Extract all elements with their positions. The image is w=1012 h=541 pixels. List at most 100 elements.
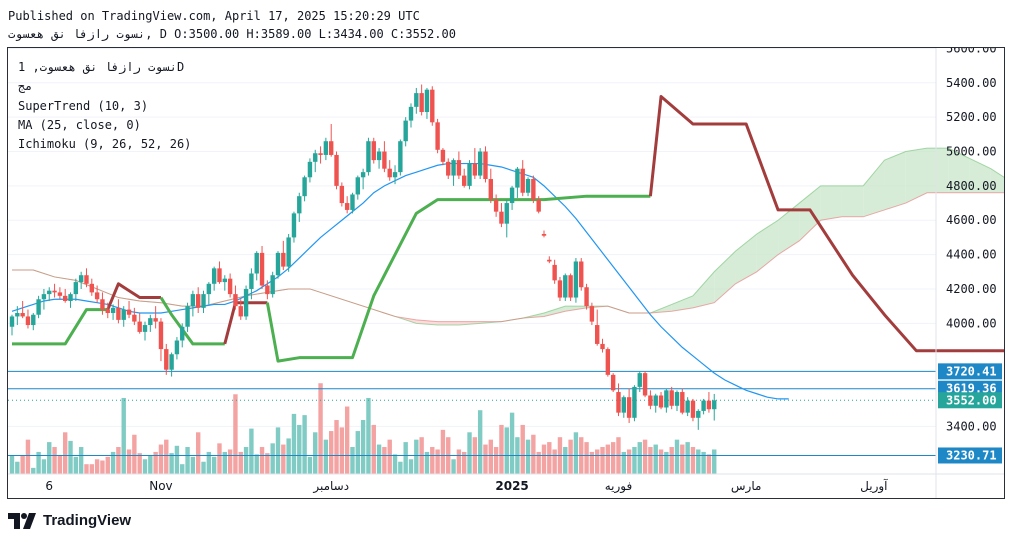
candle-body: [685, 400, 690, 413]
volume-bar: [100, 460, 105, 474]
volume-bar: [89, 464, 94, 474]
candle-body: [435, 122, 440, 150]
cloud-segment: [990, 168, 1004, 193]
volume-bar: [164, 439, 169, 474]
candle-body: [573, 261, 579, 298]
volume-bar: [105, 456, 110, 474]
volume-bar: [467, 432, 472, 474]
candle-body: [15, 313, 20, 317]
moving-average-line: [11, 162, 789, 400]
volume-bar: [15, 461, 20, 474]
volume-bar: [291, 413, 297, 474]
volume-bar: [509, 412, 515, 474]
cloud-segment: [671, 295, 693, 312]
volume-bar: [462, 451, 467, 474]
candle-body: [126, 309, 132, 315]
candle-body: [265, 285, 270, 295]
candle-body: [477, 151, 483, 176]
legend-supertrend[interactable]: SuperTrend (10, 3): [18, 99, 149, 113]
candle-body: [493, 199, 499, 212]
candle-body: [595, 325, 600, 344]
candle-body: [350, 194, 355, 210]
volume-bar: [712, 449, 717, 474]
candle-body: [78, 275, 84, 283]
volume-bar: [142, 459, 148, 474]
volume-bar: [392, 454, 398, 474]
candle-body: [31, 314, 36, 326]
cloud-segment: [544, 306, 566, 317]
candle-body: [164, 349, 169, 370]
legend-ichimoku[interactable]: Ichimoku (9, 26, 52, 26): [18, 137, 192, 151]
candle-body: [318, 153, 323, 155]
price-level-badge: [938, 392, 1002, 409]
candle-body: [302, 177, 307, 197]
tradingview-brand[interactable]: TradingView: [8, 512, 131, 529]
tradingview-logo-icon: [8, 512, 36, 529]
candle-body: [392, 172, 398, 178]
volume-bar: [350, 447, 355, 474]
volume-bar: [233, 394, 238, 474]
chart-panel[interactable]: 5600.00 5400.00 5200.00 5000.00 4800.00 4600.…: [7, 47, 1005, 499]
candle-body: [73, 282, 79, 295]
candle-body: [20, 313, 25, 317]
candle-body: [408, 106, 414, 121]
volume-bar: [84, 464, 89, 474]
cloud-segment: [799, 185, 821, 241]
supertrend-up: [265, 194, 651, 363]
volume-bar: [20, 455, 25, 474]
candle-body: [243, 288, 249, 317]
volume-bar: [254, 454, 259, 474]
candle-body: [137, 321, 142, 332]
volume-bar: [110, 451, 116, 474]
volume-bar: [536, 451, 541, 474]
volume-bar: [243, 447, 249, 474]
volume-bar: [525, 439, 531, 474]
volume-bar: [414, 439, 419, 474]
time-tick-label: دسامبر: [312, 479, 349, 494]
volume-bar: [126, 449, 132, 474]
volume-bar: [387, 439, 392, 474]
candle-body: [414, 93, 419, 107]
volume-bar: [270, 443, 275, 474]
time-tick-label: Nov: [149, 479, 172, 493]
ohlc-info: نسوت رازفا نق هعسوت, D O:3500.00 H:3589.…: [8, 27, 456, 41]
price-tick-label: 5400.00: [946, 76, 997, 90]
cloud-segment: [969, 158, 991, 193]
cloud-segment: [735, 233, 757, 284]
volume-bar: [238, 451, 243, 474]
candle-body: [153, 318, 158, 322]
candle-body: [52, 290, 57, 293]
candle-body: [323, 141, 329, 155]
candle-body: [680, 392, 685, 413]
candle-body: [249, 273, 254, 289]
legend-ma[interactable]: MA (25, close, 0): [18, 118, 141, 132]
volume-bar: [190, 456, 196, 474]
volume-bar: [573, 432, 579, 474]
volume-bar: [302, 415, 307, 474]
candle-body: [366, 141, 371, 173]
candle-body: [648, 395, 653, 406]
volume-bar: [206, 451, 212, 474]
candlestick-chart[interactable]: 5600.00 5400.00 5200.00 5000.00 4800.00 4600.…: [8, 48, 1004, 498]
volume-bar: [706, 454, 712, 474]
volume-bar: [41, 459, 47, 474]
candle-body: [63, 295, 68, 301]
price-level-label: 3552.00: [946, 393, 997, 407]
price-tick-label: 4600.00: [946, 213, 997, 227]
candle-body: [57, 292, 63, 296]
volume-bar: [63, 432, 68, 474]
volume-bar: [424, 451, 430, 474]
candle-body: [100, 299, 105, 310]
candle-body: [674, 392, 680, 406]
candle-body: [196, 294, 201, 308]
candle-body: [222, 278, 227, 283]
volume-bar: [201, 461, 206, 474]
candle-body: [68, 294, 73, 301]
volume-bar: [169, 453, 174, 474]
volume-bar: [658, 449, 664, 474]
cloud-segment: [948, 148, 970, 193]
candle-body: [531, 179, 536, 200]
volume-bar: [281, 444, 286, 474]
volume-bar: [94, 459, 100, 474]
candle-body: [291, 213, 297, 238]
